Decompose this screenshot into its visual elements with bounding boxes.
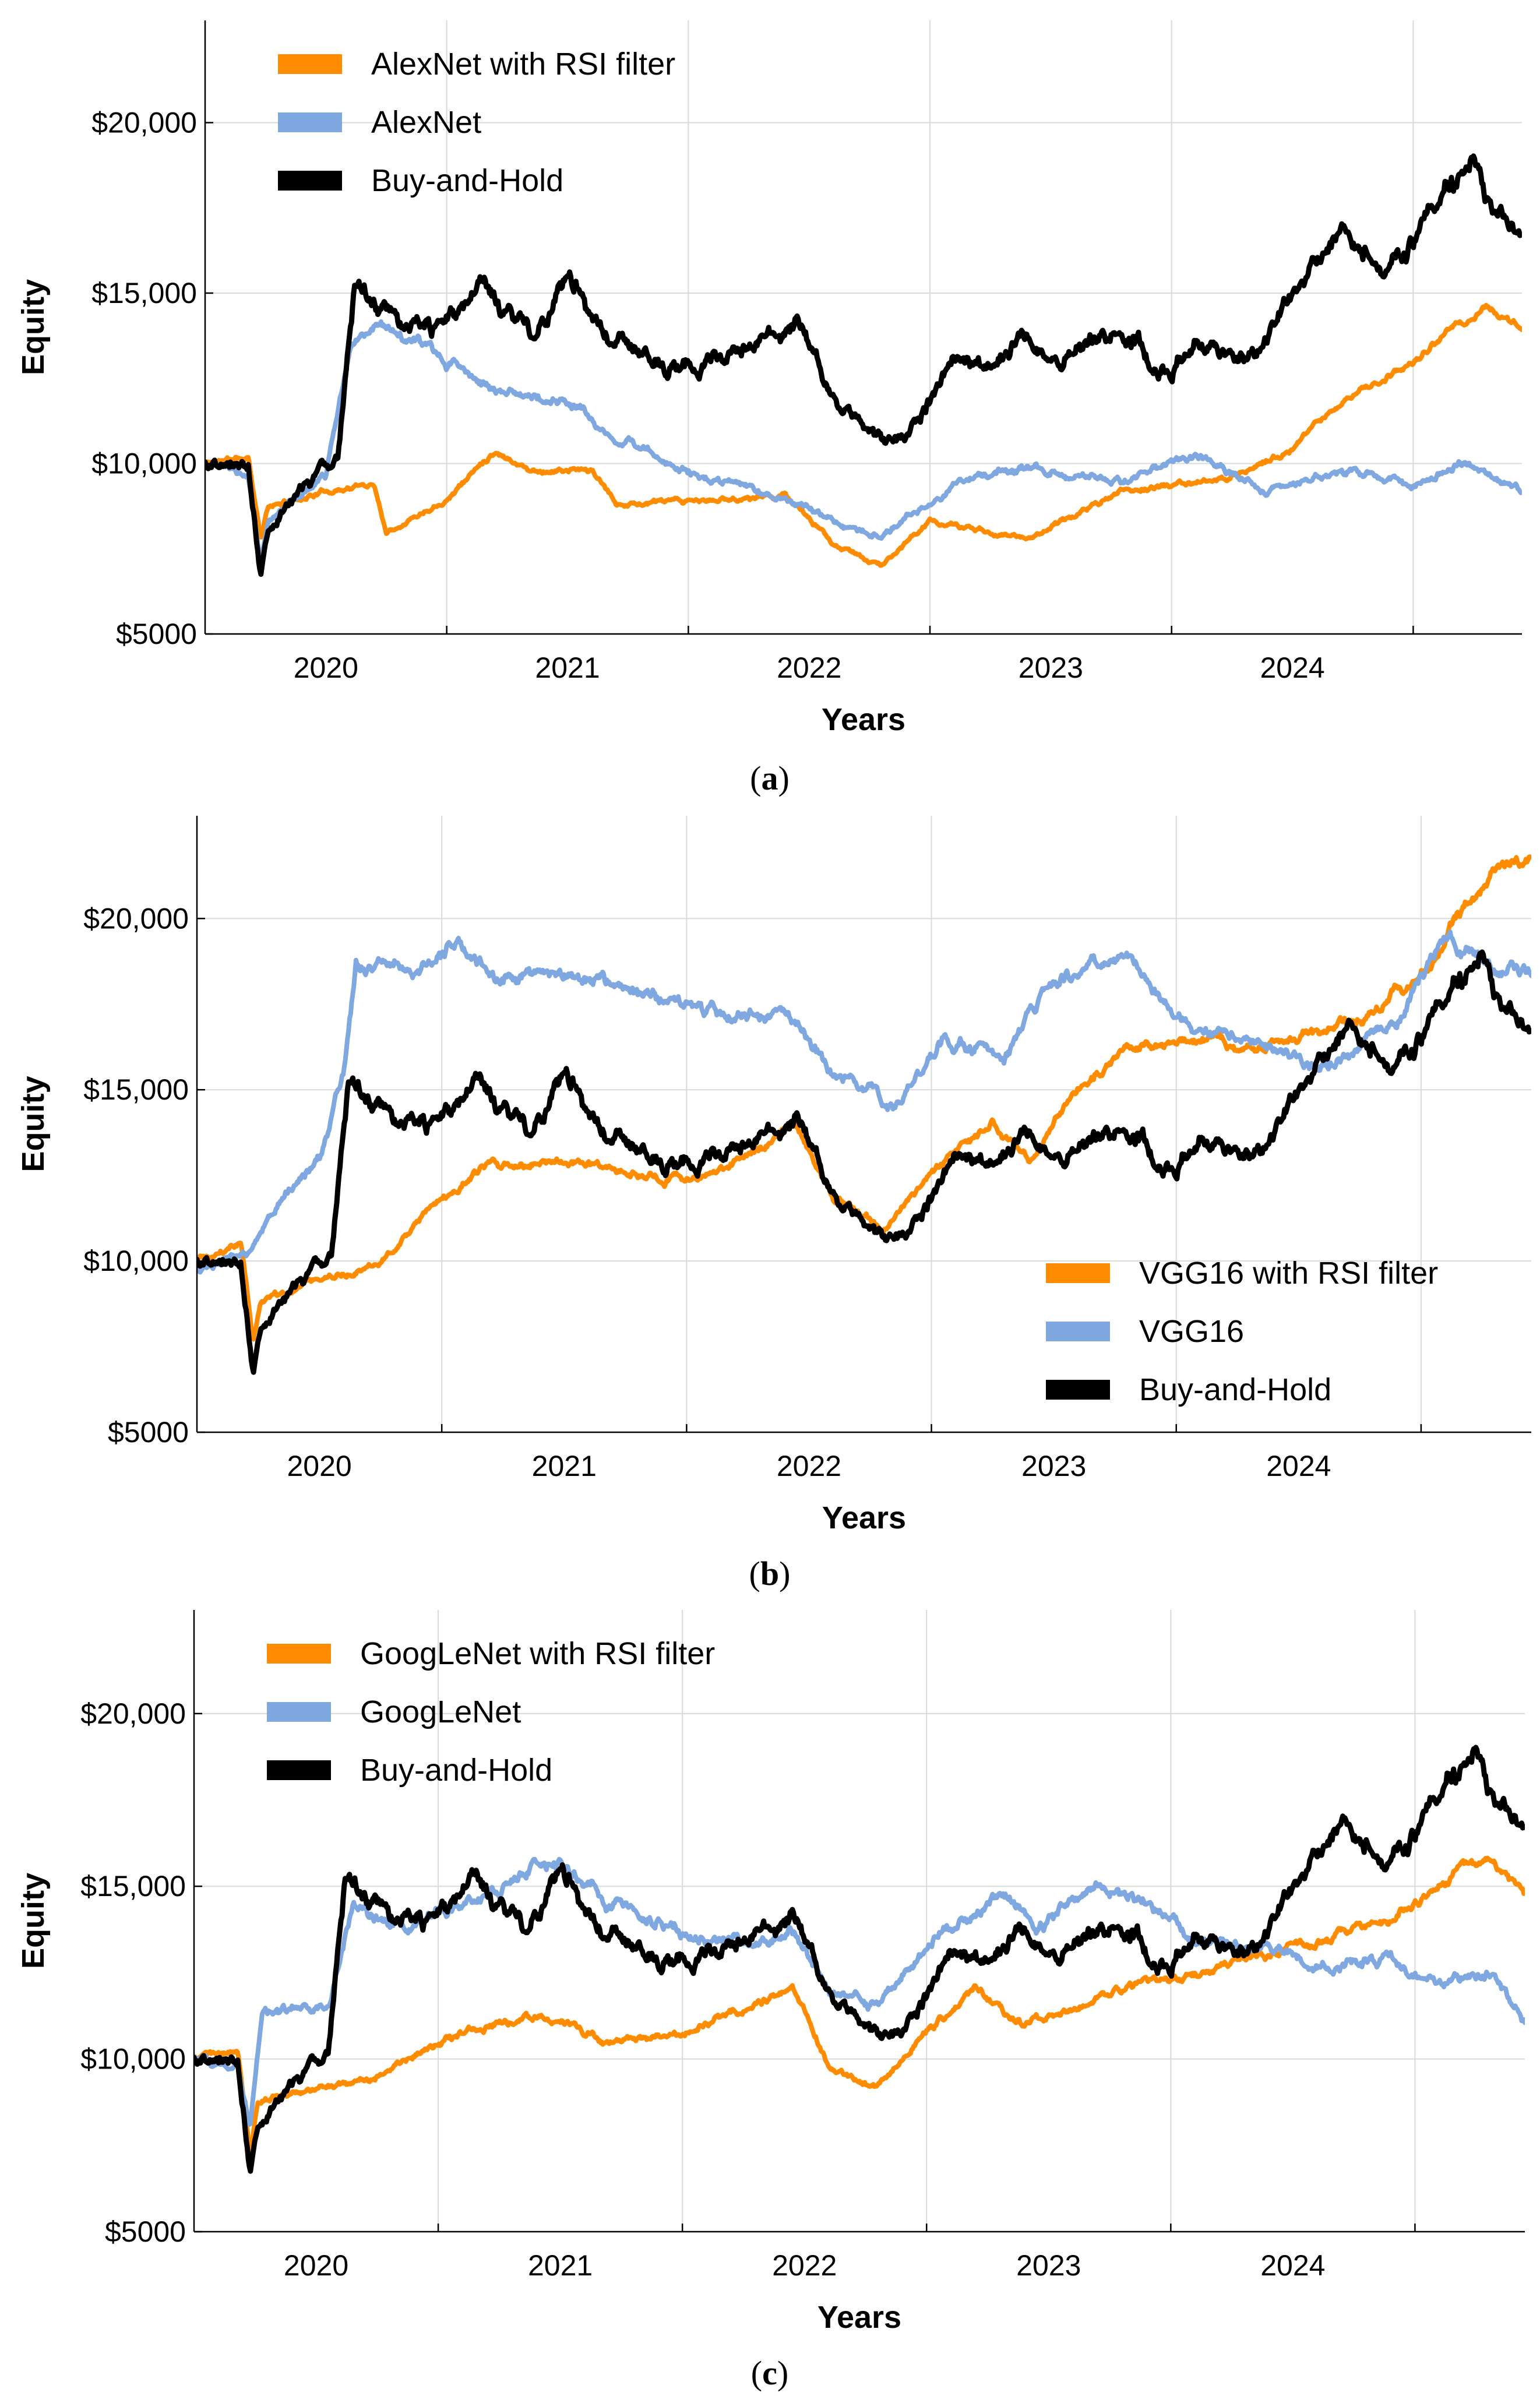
legend-label: GoogLeNet bbox=[360, 1694, 521, 1729]
series-line-alexnet bbox=[205, 319, 1522, 566]
series-lines bbox=[194, 1745, 1525, 2174]
legend-label: AlexNet with RSI filter bbox=[371, 47, 675, 82]
panel-caption-letter: a bbox=[762, 759, 778, 797]
legend-label: VGG16 bbox=[1139, 1314, 1244, 1349]
legend-label: VGG16 with RSI filter bbox=[1139, 1256, 1438, 1291]
series-lines bbox=[205, 153, 1522, 577]
legend-swatch bbox=[267, 1760, 331, 1780]
panel-caption-letter: c bbox=[762, 2354, 777, 2392]
legend-swatch bbox=[278, 54, 342, 74]
y-tick-label: $20,000 bbox=[80, 1697, 186, 1730]
legend-swatch bbox=[278, 171, 342, 191]
series-line-googlenet bbox=[194, 1856, 1525, 2127]
x-tick-label: 2022 bbox=[777, 651, 841, 684]
x-tick-label: 2020 bbox=[294, 651, 358, 684]
x-tick-label: 2023 bbox=[1019, 651, 1083, 684]
y-tick-label: $20,000 bbox=[91, 107, 197, 139]
panel-caption-letter: b bbox=[760, 1555, 779, 1592]
chart-panel-a: $5000 $10,000 $15,000 $20,000 2020 2021 2022 20… bbox=[16, 20, 1522, 797]
y-tick-label: $5000 bbox=[116, 618, 197, 650]
y-axis-label: Equity bbox=[16, 1076, 51, 1172]
x-tick-label: 2023 bbox=[1021, 1450, 1086, 1482]
y-tick-label: $10,000 bbox=[83, 1245, 189, 1277]
y-axis-label: Equity bbox=[16, 1873, 51, 1969]
panel-caption: (c) bbox=[751, 2354, 788, 2392]
y-tick-label: $5000 bbox=[108, 1416, 189, 1449]
legend-swatch bbox=[267, 1644, 331, 1664]
series-line-vgg16-with-rsi-filter bbox=[197, 854, 1531, 1342]
chart-panel-b: $5000 $10,000 $15,000 $20,000 2020 2021 2022 20… bbox=[16, 816, 1531, 1592]
legend-swatch bbox=[1046, 1322, 1110, 1341]
legend: VGG16 with RSI filter VGG16 Buy-and-Hold bbox=[1046, 1256, 1438, 1407]
series-line-buy-and-hold bbox=[194, 1745, 1525, 2174]
series-line-vgg16 bbox=[197, 929, 1531, 1275]
y-tick-label: $15,000 bbox=[80, 1870, 186, 1902]
legend-label: Buy-and-Hold bbox=[1139, 1372, 1331, 1407]
x-tick-label: 2021 bbox=[528, 2249, 593, 2282]
y-tick-label: $5000 bbox=[105, 2215, 186, 2248]
x-tick-label: 2024 bbox=[1266, 1450, 1331, 1482]
legend-label: GoogLeNet with RSI filter bbox=[360, 1636, 715, 1671]
y-axis-label: Equity bbox=[16, 279, 51, 375]
x-tick-label: 2021 bbox=[532, 1450, 597, 1482]
x-tick-label: 2024 bbox=[1260, 2249, 1325, 2282]
series-line-alexnet-with-rsi-filter bbox=[205, 302, 1522, 568]
y-tick-label: $15,000 bbox=[91, 277, 197, 309]
y-tick-label: $10,000 bbox=[91, 448, 197, 480]
x-tick-label: 2022 bbox=[777, 1450, 841, 1482]
series-line-buy-and-hold bbox=[205, 153, 1522, 577]
legend-swatch bbox=[267, 1702, 331, 1722]
x-axis-label: Years bbox=[822, 702, 905, 737]
panel-caption: (a) bbox=[750, 759, 790, 797]
legend: GoogLeNet with RSI filter GoogLeNet Buy-an… bbox=[267, 1636, 715, 1788]
legend: AlexNet with RSI filter AlexNet Buy-and-Ho… bbox=[278, 47, 675, 198]
x-tick-label: 2023 bbox=[1016, 2249, 1081, 2282]
y-tick-label: $20,000 bbox=[83, 902, 189, 935]
x-axis-label: Years bbox=[822, 1500, 906, 1535]
y-tick-label: $15,000 bbox=[83, 1073, 189, 1106]
chart-panel-c: $5000 $10,000 $15,000 $20,000 2020 2021 2022 20… bbox=[16, 1610, 1525, 2392]
panel-caption: (b) bbox=[749, 1555, 791, 1592]
x-axis-label: Years bbox=[817, 2300, 901, 2335]
y-tick-label: $10,000 bbox=[80, 2043, 186, 2076]
legend-label: Buy-and-Hold bbox=[360, 1753, 552, 1788]
x-tick-label: 2024 bbox=[1260, 651, 1324, 684]
legend-swatch bbox=[278, 112, 342, 132]
legend-swatch bbox=[1046, 1380, 1110, 1400]
legend-label: AlexNet bbox=[371, 105, 481, 140]
x-tick-label: 2020 bbox=[287, 1450, 351, 1482]
series-lines bbox=[197, 854, 1531, 1375]
legend-swatch bbox=[1046, 1263, 1110, 1283]
series-line-buy-and-hold bbox=[197, 949, 1531, 1375]
x-tick-label: 2021 bbox=[535, 651, 600, 684]
series-line-googlenet-with-rsi-filter bbox=[194, 1855, 1525, 2157]
x-tick-label: 2020 bbox=[284, 2249, 348, 2282]
legend-label: Buy-and-Hold bbox=[371, 163, 563, 198]
x-tick-label: 2022 bbox=[772, 2249, 837, 2282]
